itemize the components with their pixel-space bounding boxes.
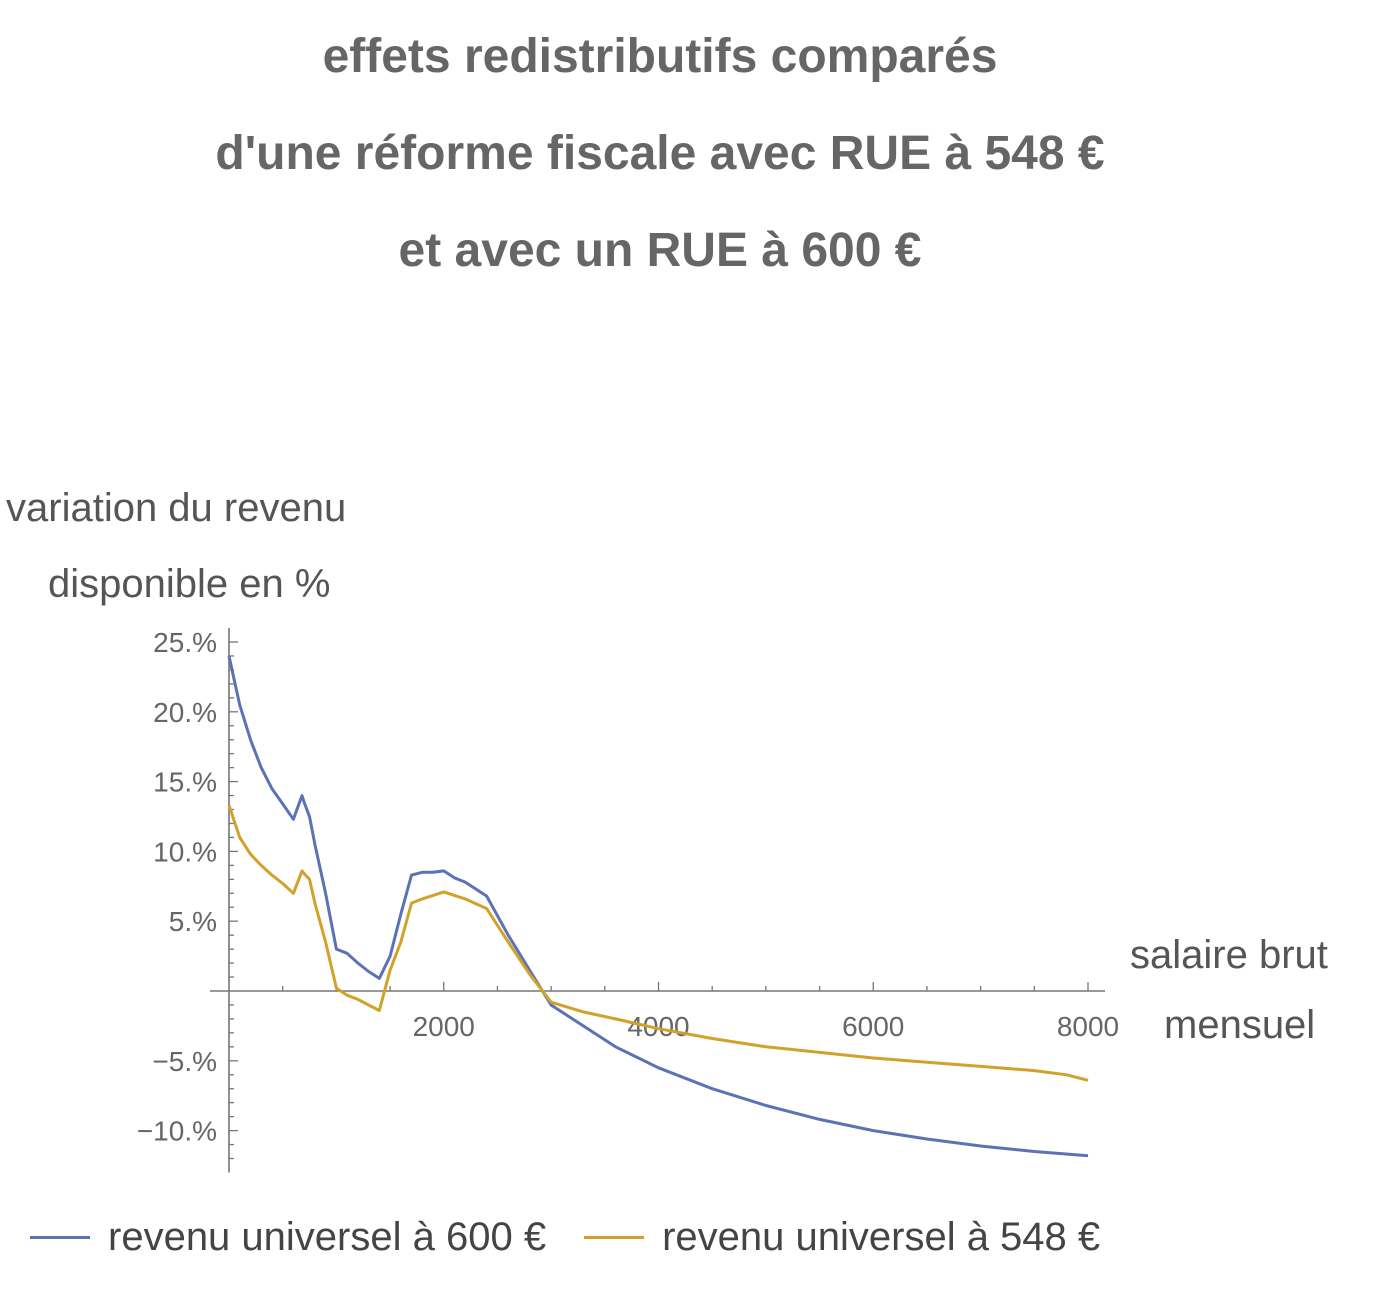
y-tick-label: −5.%	[152, 1046, 217, 1077]
x-axis-label-line: salaire brut	[1130, 933, 1328, 977]
y-tick-label: −10.%	[137, 1116, 217, 1147]
legend-swatch	[584, 1236, 645, 1239]
x-axis-label: salaire brut mensuel	[1130, 920, 1328, 1060]
y-tick-label: 25.%	[153, 627, 217, 658]
y-axis-label-line: disponible en %	[48, 562, 331, 606]
x-tick-label: 8000	[1057, 1011, 1119, 1042]
y-axis-label-line: variation du revenu	[6, 486, 347, 530]
legend-label: revenu universel à 548 €	[662, 1215, 1101, 1259]
x-tick-label: 6000	[842, 1011, 904, 1042]
x-tick-label: 2000	[413, 1011, 475, 1042]
y-tick-label: 10.%	[153, 836, 217, 867]
x-axis-label-line: mensuel	[1164, 1003, 1316, 1047]
legend-item: revenu universel à 600 €	[30, 1215, 546, 1260]
series-line	[227, 804, 1089, 1082]
x-tick-label: 4000	[627, 1011, 689, 1042]
legend-item: revenu universel à 548 €	[584, 1215, 1100, 1260]
chart-title: effets redistributifs comparés d'une réf…	[0, 8, 1320, 299]
chart-title-line: effets redistributifs comparés	[322, 30, 998, 83]
y-tick-label: 15.%	[153, 767, 217, 798]
y-tick-label: 20.%	[153, 697, 217, 728]
legend-swatch	[30, 1236, 90, 1239]
chart-title-line: d'une réforme fiscale avec RUE à 548 €	[215, 127, 1105, 180]
legend: revenu universel à 600 € revenu universe…	[30, 1215, 1138, 1260]
series-line	[227, 655, 1089, 1158]
y-axis-label: variation du revenu disponible en %	[6, 470, 346, 622]
y-tick-label: 5.%	[169, 906, 217, 937]
legend-label: revenu universel à 600 €	[108, 1215, 547, 1259]
chart-title-line: et avec un RUE à 600 €	[398, 224, 922, 277]
